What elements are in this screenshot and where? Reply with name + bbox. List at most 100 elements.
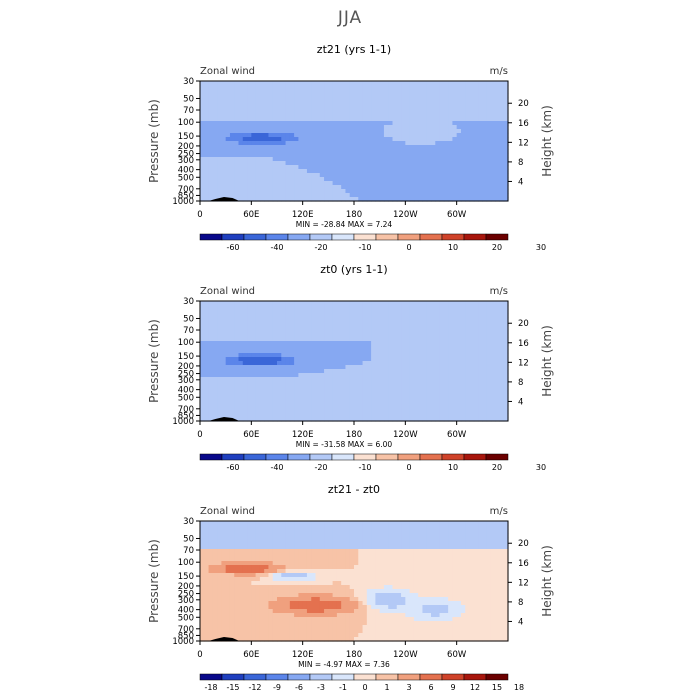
field-cell	[495, 157, 501, 162]
field-cell	[375, 389, 381, 394]
field-cell	[452, 93, 458, 98]
field-cell	[242, 325, 248, 330]
field-cell	[229, 145, 235, 150]
field-cell	[478, 301, 483, 306]
field-cell	[200, 393, 205, 398]
field-cell	[469, 377, 475, 382]
field-cell	[336, 325, 342, 330]
field-cell	[294, 405, 299, 410]
field-cell	[332, 337, 338, 342]
colorbar-label: -40	[270, 243, 283, 252]
field-cell	[345, 389, 351, 394]
field-cell	[490, 349, 496, 354]
field-cell	[448, 337, 453, 342]
field-cell	[255, 177, 261, 182]
field-cell	[388, 145, 394, 150]
field-cell	[285, 321, 291, 326]
y-tick-label: 700	[178, 405, 194, 415]
field-cell	[298, 81, 304, 86]
field-cell	[268, 305, 274, 310]
field-cell	[422, 337, 428, 342]
field-cell	[298, 345, 304, 350]
field-cell	[204, 101, 210, 106]
field-cell	[242, 117, 248, 122]
field-cell	[221, 369, 227, 374]
field-cell	[426, 145, 432, 150]
field-cell	[486, 81, 492, 86]
field-cell	[204, 121, 210, 126]
field-cell	[499, 165, 505, 170]
field-cell	[324, 341, 329, 346]
field-cell	[426, 85, 432, 90]
field-cell	[221, 373, 227, 378]
field-cell	[435, 373, 441, 378]
field-cell	[469, 189, 475, 194]
field-cell	[332, 301, 338, 306]
field-cell	[298, 89, 304, 94]
field-cell	[272, 381, 278, 386]
field-cell	[469, 325, 475, 330]
field-cell	[452, 365, 458, 370]
field-cell	[200, 377, 205, 382]
field-cell	[388, 137, 394, 142]
field-cell	[456, 413, 462, 418]
field-cell	[490, 329, 496, 334]
field-cell	[294, 529, 299, 534]
field-cell	[482, 349, 488, 354]
field-cell	[272, 349, 278, 354]
field-cell	[379, 193, 385, 198]
field-cell	[401, 521, 406, 526]
field-cell	[431, 109, 436, 114]
field-cell	[294, 117, 299, 122]
field-cell	[259, 329, 265, 334]
field-cell	[371, 197, 376, 202]
field-cell	[366, 381, 372, 386]
field-cell	[354, 125, 359, 130]
field-cell	[431, 417, 436, 422]
field-cell	[302, 105, 308, 110]
field-cell	[264, 157, 270, 162]
field-cell	[473, 385, 479, 390]
field-cell	[285, 165, 291, 170]
field-cell	[328, 521, 334, 526]
field-cell	[204, 301, 210, 306]
field-cell	[465, 409, 471, 414]
field-cell	[272, 545, 278, 550]
field-cell	[264, 185, 270, 190]
field-cell	[401, 89, 406, 94]
field-cell	[401, 157, 406, 162]
field-cell	[503, 113, 509, 118]
field-cell	[341, 417, 347, 422]
field-cell	[452, 321, 458, 326]
field-cell	[439, 373, 445, 378]
field-cell	[388, 353, 394, 358]
field-cell	[495, 369, 501, 374]
field-cell	[431, 385, 436, 390]
field-cell	[405, 197, 411, 202]
field-cell	[200, 109, 205, 114]
field-cell	[503, 125, 509, 130]
field-cell	[285, 313, 291, 318]
field-cell	[435, 401, 441, 406]
field-cell	[319, 197, 325, 202]
field-cell	[503, 341, 509, 346]
field-cell	[332, 345, 338, 350]
field-cell	[272, 109, 278, 114]
field-cell	[354, 193, 359, 198]
field-cell	[285, 89, 291, 94]
field-cell	[319, 317, 325, 322]
field-cell	[482, 389, 488, 394]
field-cell	[473, 333, 479, 338]
field-cell	[225, 349, 231, 354]
colorbar-box	[353, 453, 377, 461]
field-cell	[409, 381, 415, 386]
y-tick-label: 100	[178, 338, 194, 348]
field-cell	[495, 165, 501, 170]
field-cell	[238, 197, 244, 202]
field-cell	[277, 181, 282, 186]
field-cell	[422, 329, 428, 334]
field-cell	[431, 377, 436, 382]
field-cell	[328, 121, 334, 126]
field-cell	[277, 121, 282, 126]
field-cell	[460, 305, 466, 310]
